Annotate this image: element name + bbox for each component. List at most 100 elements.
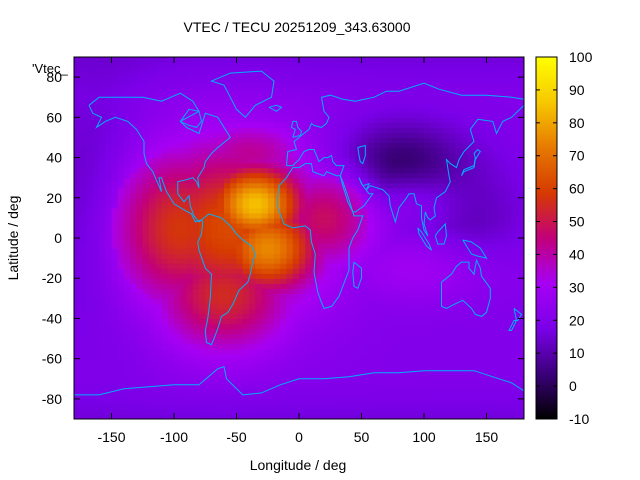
heatmap-cell — [380, 253, 388, 259]
heatmap-cell — [211, 298, 219, 304]
heatmap-cell — [499, 212, 506, 219]
heatmap-cell — [324, 197, 331, 204]
heatmap-cell — [105, 248, 113, 254]
heatmap-cell — [217, 258, 225, 264]
heatmap-cell — [236, 132, 244, 139]
heatmap-cell — [367, 57, 375, 63]
heatmap-cell — [236, 238, 244, 244]
heatmap-cell — [292, 172, 300, 179]
heatmap-cell — [342, 363, 350, 370]
heatmap-cell — [411, 152, 419, 159]
heatmap-cell — [111, 147, 119, 154]
heatmap-cell — [167, 127, 175, 134]
heatmap-cell — [230, 67, 238, 73]
heatmap-cell — [230, 363, 238, 370]
heatmap-cell — [136, 232, 144, 239]
heatmap-cell — [380, 288, 388, 294]
heatmap-cell — [386, 283, 394, 289]
heatmap-cell — [424, 328, 431, 335]
heatmap-cell — [236, 343, 244, 350]
heatmap-cell — [136, 263, 144, 269]
heatmap-cell — [86, 408, 94, 415]
heatmap-cell — [455, 378, 463, 385]
heatmap-cell — [92, 398, 100, 405]
heatmap-cell — [386, 358, 394, 365]
heatmap-cell — [330, 298, 338, 304]
heatmap-cell — [74, 97, 81, 103]
heatmap-cell — [224, 182, 231, 189]
heatmap-cell — [505, 353, 513, 360]
heatmap-cell — [205, 383, 213, 390]
heatmap-cell — [249, 232, 256, 239]
heatmap-cell — [386, 248, 394, 254]
heatmap-cell — [330, 102, 338, 108]
heatmap-cell — [455, 192, 463, 199]
heatmap-cell — [236, 308, 244, 315]
heatmap-cell — [267, 182, 275, 189]
heatmap-cell — [317, 177, 325, 184]
heatmap-cell — [130, 393, 138, 400]
heatmap-cell — [330, 328, 338, 335]
heatmap-cell — [192, 72, 200, 78]
heatmap-cell — [436, 308, 444, 315]
heatmap-cell — [99, 413, 106, 419]
heatmap-cell — [355, 273, 363, 279]
heatmap-cell — [505, 383, 513, 390]
heatmap-cell — [349, 217, 356, 224]
heatmap-cell — [361, 212, 369, 219]
heatmap-cell — [430, 283, 438, 289]
heatmap-cell — [105, 152, 113, 159]
heatmap-cell — [142, 177, 150, 184]
heatmap-cell — [105, 413, 113, 419]
heatmap-cell — [442, 383, 450, 390]
heatmap-cell — [486, 363, 494, 370]
heatmap-cell — [486, 278, 494, 284]
heatmap-cell — [80, 157, 88, 164]
heatmap-cell — [161, 368, 169, 375]
heatmap-cell — [280, 278, 288, 284]
heatmap-cell — [149, 253, 156, 259]
heatmap-cell — [74, 142, 81, 149]
heatmap-cell — [92, 333, 100, 340]
heatmap-cell — [449, 393, 456, 400]
heatmap-cell — [267, 127, 275, 134]
heatmap-cell — [280, 318, 288, 325]
heatmap-cell — [74, 87, 81, 93]
heatmap-cell — [274, 283, 281, 289]
heatmap-cell — [430, 107, 438, 113]
heatmap-cell — [74, 132, 81, 139]
heatmap-cell — [299, 308, 306, 315]
heatmap-cell — [167, 142, 175, 149]
heatmap-cell — [149, 388, 156, 395]
heatmap-cell — [155, 363, 163, 370]
heatmap-cell — [361, 92, 369, 98]
heatmap-cell — [317, 283, 325, 289]
heatmap-cell — [380, 373, 388, 380]
heatmap-cell — [117, 217, 125, 224]
heatmap-cell — [99, 378, 106, 385]
heatmap-cell — [417, 167, 425, 174]
heatmap-cell — [455, 393, 463, 400]
heatmap-cell — [180, 82, 188, 88]
heatmap-cell — [311, 152, 319, 159]
heatmap-cell — [449, 243, 456, 249]
heatmap-cell — [236, 92, 244, 98]
heatmap-cell — [199, 308, 206, 315]
heatmap-cell — [217, 293, 225, 299]
heatmap-cell — [286, 102, 294, 108]
heatmap-cell — [455, 82, 463, 88]
heatmap-cell — [417, 177, 425, 184]
heatmap-cell — [299, 288, 306, 294]
heatmap-cell — [386, 227, 394, 234]
heatmap-cell — [199, 388, 206, 395]
heatmap-cell — [255, 87, 263, 93]
heatmap-cell — [299, 227, 306, 234]
heatmap-cell — [430, 212, 438, 219]
heatmap-cell — [442, 207, 450, 214]
heatmap-cell — [492, 97, 500, 103]
heatmap-cell — [199, 232, 206, 239]
heatmap-cell — [424, 142, 431, 149]
heatmap-cell — [449, 147, 456, 154]
heatmap-cell — [280, 142, 288, 149]
heatmap-cell — [311, 107, 319, 113]
